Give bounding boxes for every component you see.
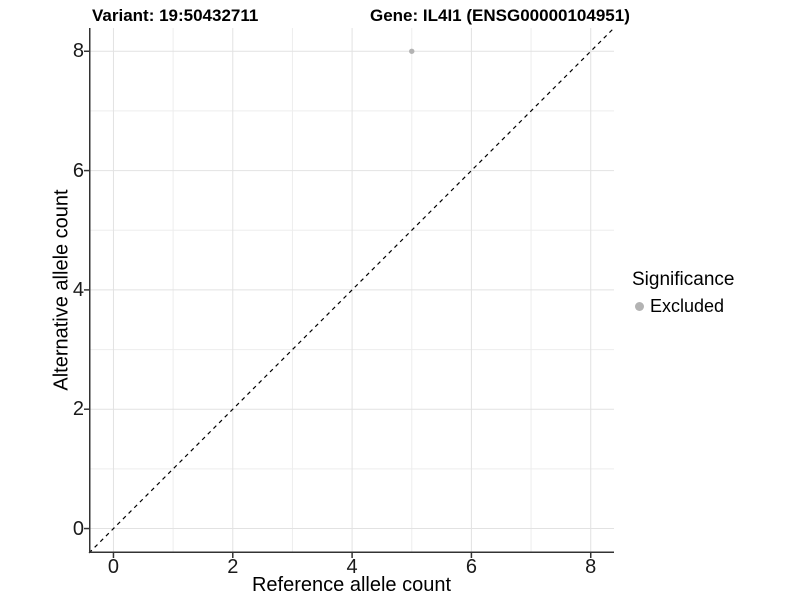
y-tick-label: 6 — [72, 159, 84, 182]
legend-item: Excluded — [631, 296, 734, 317]
x-tick-label: 6 — [465, 556, 477, 578]
plot-panel — [84, 27, 615, 558]
legend-title: Significance — [632, 269, 735, 290]
x-tick-label: 2 — [227, 556, 239, 578]
y-tick-label: 2 — [72, 398, 84, 421]
plot-title-variant: Variant: 19:50432711 — [92, 6, 259, 25]
identity-dashed-line — [88, 27, 615, 554]
data-point — [409, 48, 415, 54]
x-tick-label: 8 — [585, 556, 597, 578]
x-tick-label: 0 — [107, 556, 120, 578]
legend-items: Excluded — [631, 296, 734, 317]
scatter-plot-canvas — [84, 27, 615, 558]
y-tick-label: 8 — [72, 40, 84, 63]
y-tick-label: 0 — [72, 517, 84, 540]
x-axis-title: Reference allele count — [251, 574, 451, 596]
legend-point-icon — [635, 302, 644, 311]
legend-item-label: Excluded — [650, 296, 725, 316]
plot-title-gene: Gene: IL4I1 (ENSG00000104951) — [370, 6, 630, 25]
y-tick-label: 4 — [72, 278, 84, 301]
legend: Significance Excluded — [631, 269, 734, 317]
x-tick-label: 4 — [346, 556, 358, 578]
